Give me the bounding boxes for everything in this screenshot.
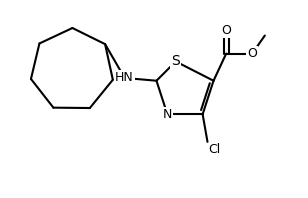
Text: S: S [171,54,180,68]
Text: N: N [163,108,172,121]
Text: O: O [221,24,231,37]
Text: Cl: Cl [209,143,221,156]
Text: O: O [247,47,257,60]
Text: HN: HN [115,71,134,84]
